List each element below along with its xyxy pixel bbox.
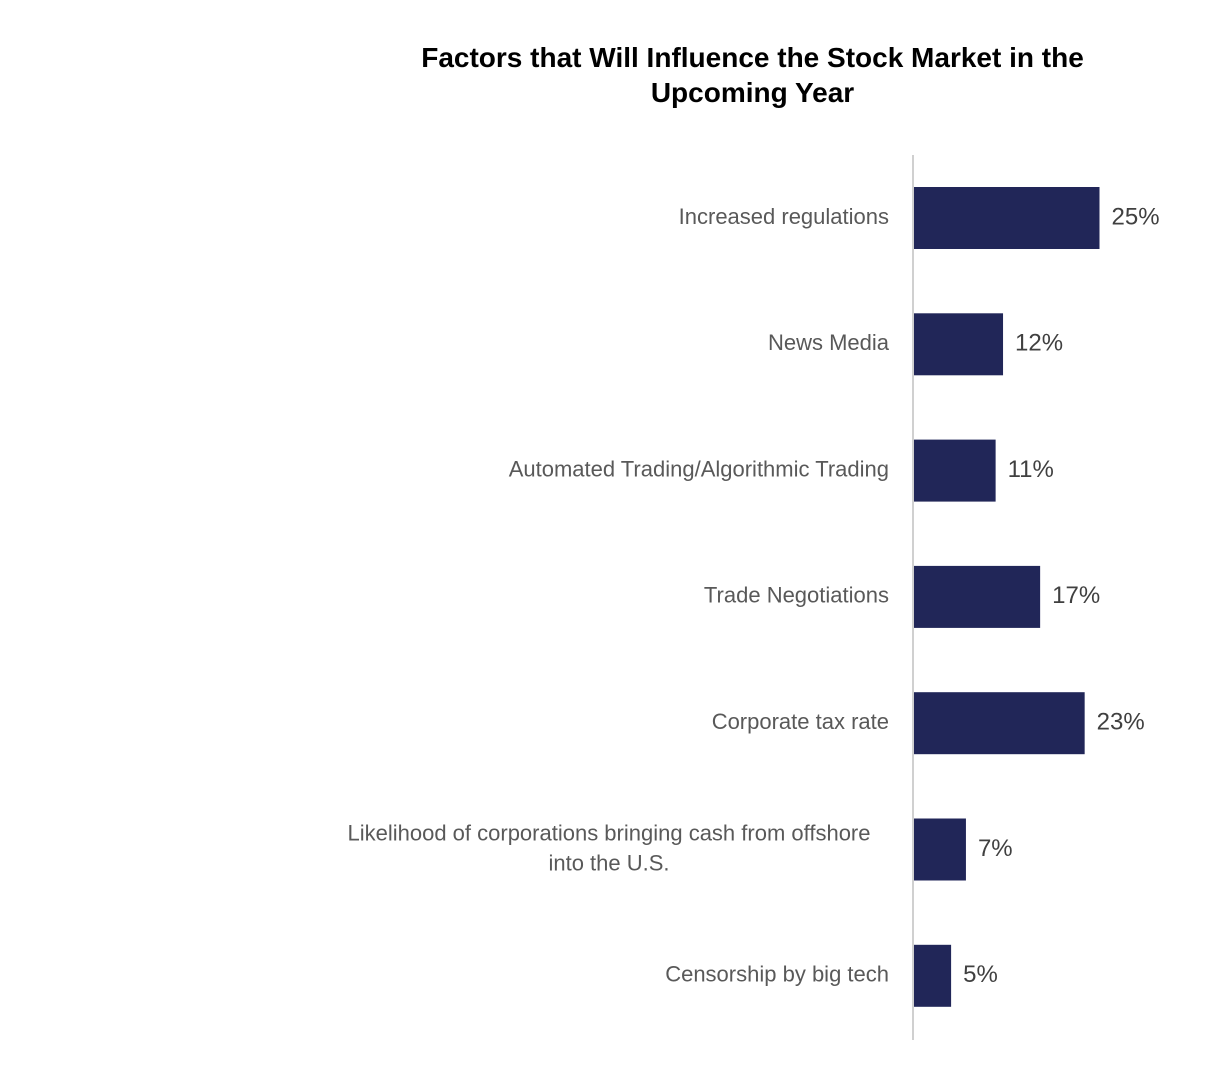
chart-title: Factors that Will Influence the Stock Ma… bbox=[421, 42, 1084, 108]
value-label: 12% bbox=[1015, 330, 1063, 357]
value-label: 5% bbox=[963, 961, 998, 988]
bar bbox=[914, 944, 952, 1007]
category-label: Trade Negotiations bbox=[704, 583, 889, 608]
value-label: 7% bbox=[978, 835, 1013, 862]
bar bbox=[914, 313, 1004, 376]
bar bbox=[914, 818, 966, 881]
category-label: Corporate tax rate bbox=[712, 709, 889, 734]
category-label: Censorship by big tech bbox=[665, 962, 889, 987]
value-label: 25% bbox=[1112, 203, 1160, 230]
bar bbox=[914, 439, 996, 502]
category-label: Likelihood of corporations bringing cash… bbox=[347, 820, 870, 875]
category-label: News Media bbox=[768, 330, 890, 355]
category-label: Increased regulations bbox=[679, 204, 889, 229]
value-label: 11% bbox=[1008, 456, 1054, 483]
bar bbox=[914, 187, 1100, 249]
category-label: Automated Trading/Algorithmic Trading bbox=[509, 456, 889, 481]
value-label: 23% bbox=[1097, 709, 1145, 736]
value-label: 17% bbox=[1052, 582, 1100, 609]
bar bbox=[914, 692, 1085, 755]
bar bbox=[914, 565, 1041, 628]
